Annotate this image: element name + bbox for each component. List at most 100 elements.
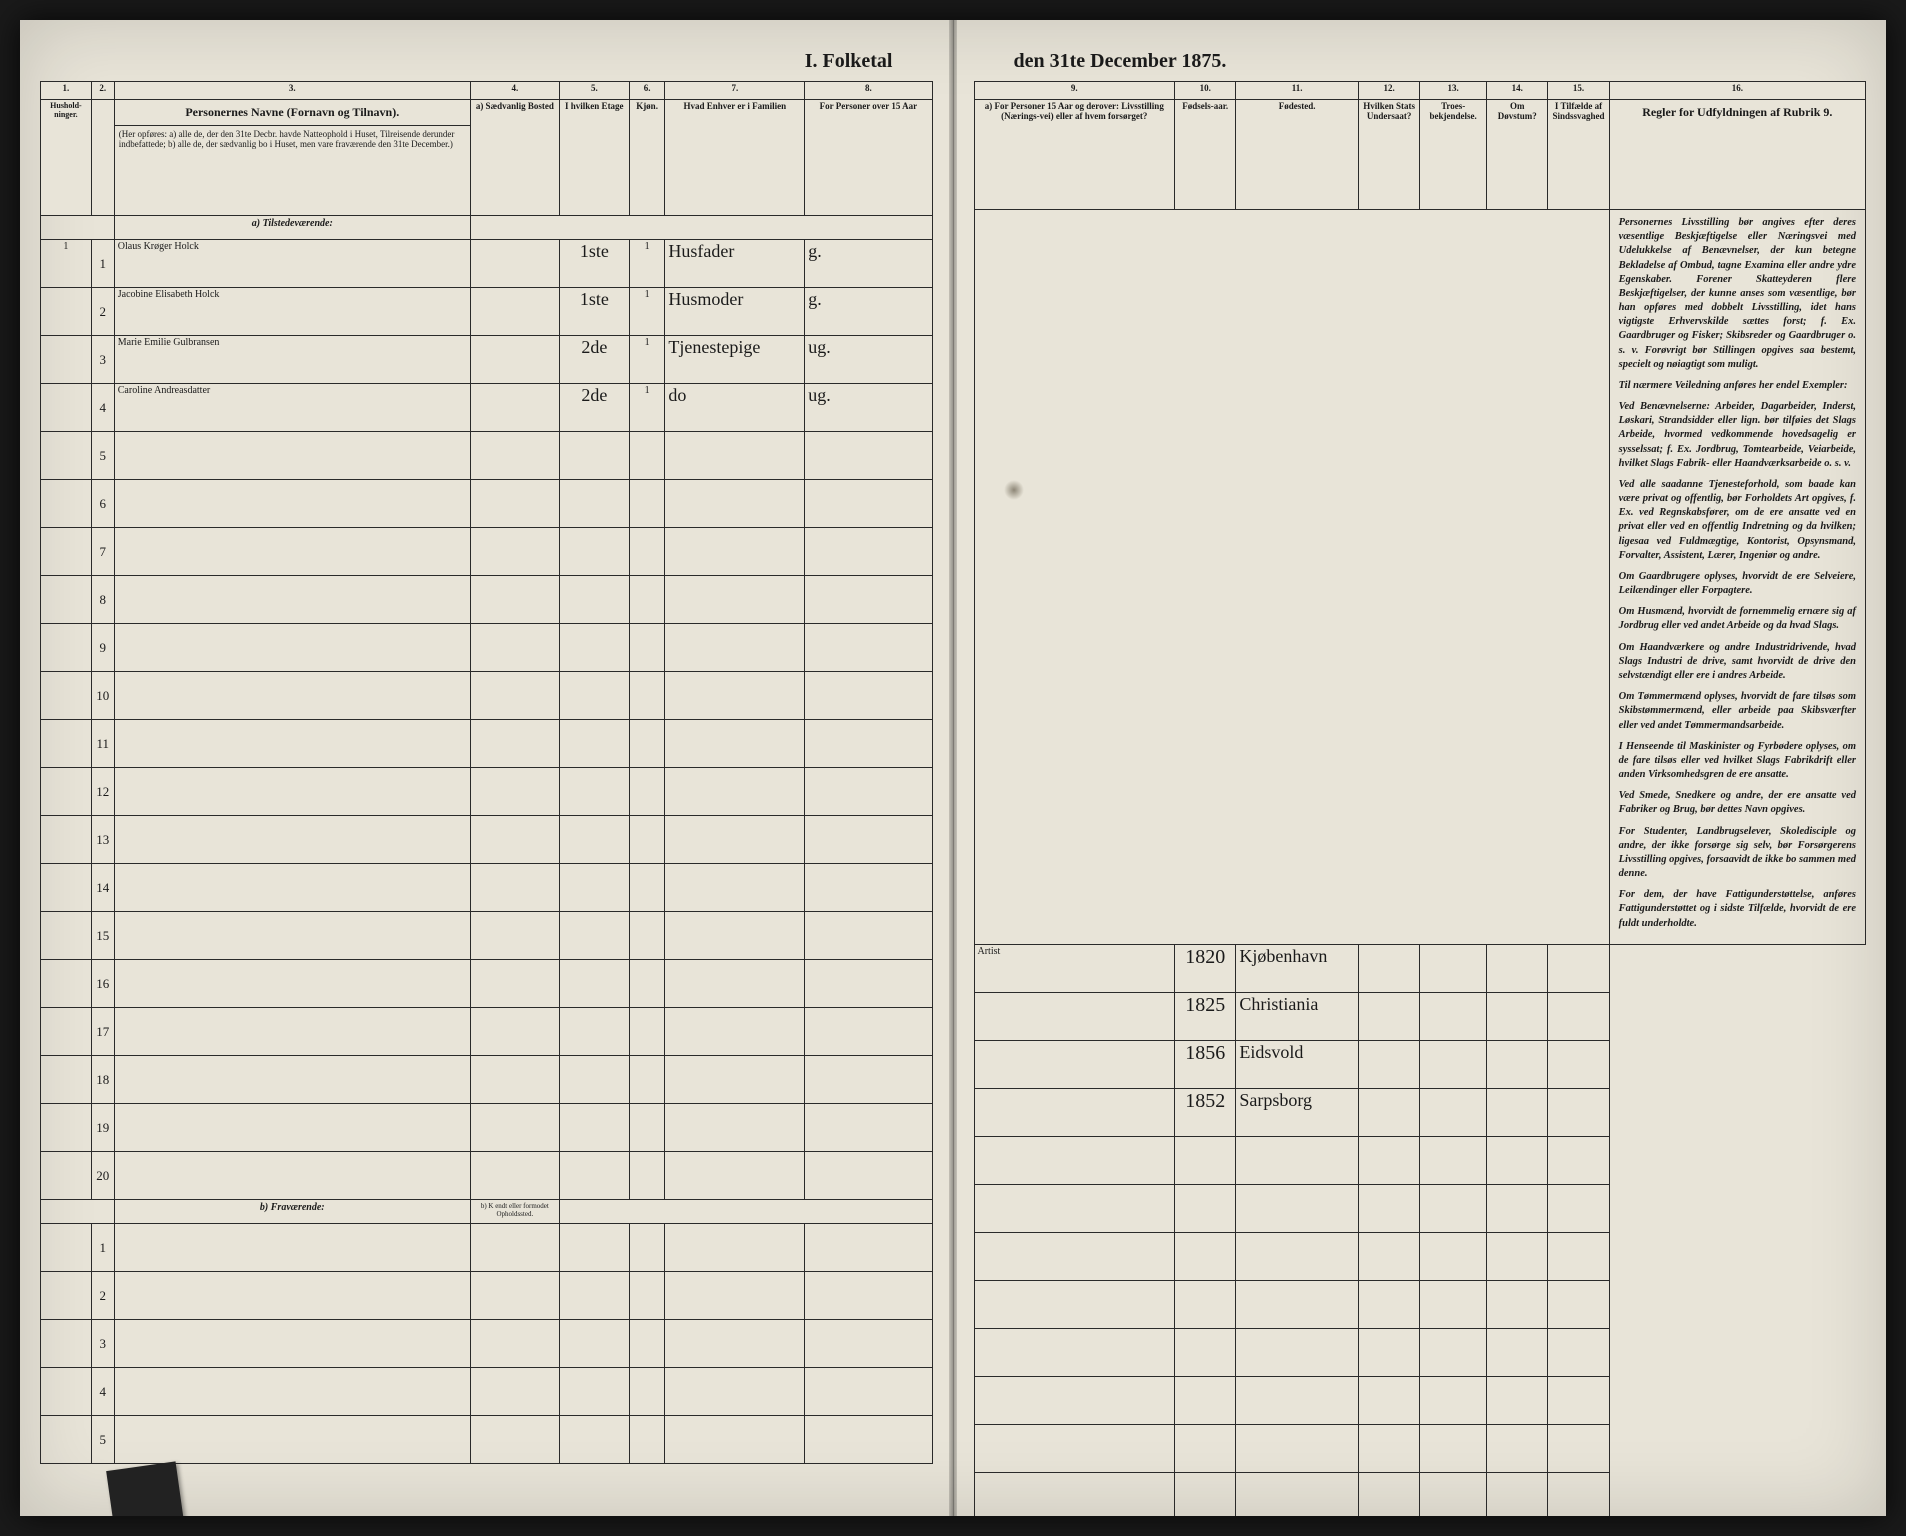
table-row: 12 (41, 768, 933, 816)
section-a-row-r: Personernes Livsstilling bør angives eft… (974, 210, 1866, 945)
col-header-10: Fødsels-aar. (1175, 100, 1236, 210)
birthplace: Eidsvold (1236, 1040, 1359, 1088)
marital-status: g. (805, 240, 932, 288)
census-table-right: 9. 10. 11. 12. 13. 14. 15. 16. a) For Pe… (974, 81, 1867, 1516)
etage: 1ste (559, 240, 629, 288)
table-row (974, 1184, 1866, 1232)
person-name: Olaus Krøger Holck (114, 240, 470, 288)
col-header-15: I Tilfælde af Sindssvaghed (1548, 100, 1609, 210)
table-row: 2Jacobine Elisabeth Holck1ste1Husmoderg. (41, 288, 933, 336)
row-number: 5 (91, 432, 114, 480)
table-row: 7 (41, 528, 933, 576)
col-header-1: Hushold-ninger. (41, 100, 92, 216)
birth-year: 1820 (1175, 944, 1236, 992)
colnum-16: 16. (1609, 82, 1865, 100)
table-row: 5 (41, 1416, 933, 1464)
row-number: 7 (91, 528, 114, 576)
etage: 2de (559, 384, 629, 432)
colnum-5: 5. (559, 82, 629, 100)
colnum-3: 3. (114, 82, 470, 100)
household-number (41, 384, 92, 432)
table-row: 4Caroline Andreasdatter2de1doug. (41, 384, 933, 432)
residence (470, 240, 559, 288)
section-b-row: b) Fraværende: b) K endt eller formodet … (41, 1200, 933, 1224)
table-row: Artist1820Kjøbenhavn (974, 944, 1866, 992)
occupation (974, 1088, 1175, 1136)
colnum-9: 9. (974, 82, 1175, 100)
etage: 1ste (559, 288, 629, 336)
colnum-4: 4. (470, 82, 559, 100)
table-row (974, 1232, 1866, 1280)
table-row: 1852Sarpsborg (974, 1088, 1866, 1136)
table-row: 16 (41, 960, 933, 1008)
column-number-row: 1. 2. 3. 4. 5. 6. 7. 8. (41, 82, 933, 100)
table-row: 3Marie Emilie Gulbransen2de1Tjenestepige… (41, 336, 933, 384)
table-row (974, 1376, 1866, 1424)
table-row: 4 (41, 1368, 933, 1416)
col-header-11: Fødested. (1236, 100, 1359, 210)
birthplace: Kjøbenhavn (1236, 944, 1359, 992)
etage: 2de (559, 336, 629, 384)
row-number: 4 (91, 1368, 114, 1416)
section-b-note: b) K endt eller formodet Opholdssted. (470, 1200, 559, 1224)
marital-status: g. (805, 288, 932, 336)
colnum-8: 8. (805, 82, 932, 100)
table-row: 1 (41, 1224, 933, 1272)
colnum-7: 7. (665, 82, 805, 100)
row-number: 14 (91, 864, 114, 912)
birthplace: Sarpsborg (1236, 1088, 1359, 1136)
instructions-paragraph: For dem, der have Fattigunderstøttelse, … (1619, 888, 1856, 931)
colnum-14: 14. (1487, 82, 1548, 100)
instructions-paragraph: Om Husmænd, hvorvidt de fornemmelig ernæ… (1619, 605, 1856, 633)
birthplace: Christiania (1236, 992, 1359, 1040)
residence (470, 336, 559, 384)
column-number-row-r: 9. 10. 11. 12. 13. 14. 15. 16. (974, 82, 1866, 100)
row-number: 1 (91, 1224, 114, 1272)
table-row: 18 (41, 1056, 933, 1104)
table-row: 20 (41, 1152, 933, 1200)
census-ledger-spread: I. Folketal 1. 2. 3. 4. 5. 6. 7. 8. Hush… (20, 20, 1886, 1516)
table-row (974, 1424, 1866, 1472)
table-row: 1825Christiania (974, 992, 1866, 1040)
census-table-left: 1. 2. 3. 4. 5. 6. 7. 8. Hushold-ninger. … (40, 81, 933, 1464)
row-number: 10 (91, 672, 114, 720)
birth-year: 1852 (1175, 1088, 1236, 1136)
table-row: 5 (41, 432, 933, 480)
right-page: den 31te December 1875. 9. 10. 11. 12. 1… (954, 20, 1887, 1516)
table-row: 10 (41, 672, 933, 720)
colnum-13: 13. (1420, 82, 1487, 100)
instructions-paragraph: Til nærmere Veiledning anføres her endel… (1619, 379, 1856, 393)
person-name: Jacobine Elisabeth Holck (114, 288, 470, 336)
occupation (974, 992, 1175, 1040)
section-a-label: a) Tilstedeværende: (114, 216, 470, 240)
instructions-text: Personernes Livsstilling bør angives eft… (1613, 212, 1862, 942)
table-row: 6 (41, 480, 933, 528)
left-page: I. Folketal 1. 2. 3. 4. 5. 6. 7. 8. Hush… (20, 20, 954, 1516)
section-b-label: b) Fraværende: (114, 1200, 470, 1224)
row-number: 9 (91, 624, 114, 672)
occupation (974, 1040, 1175, 1088)
header-row-r: a) For Personer 15 Aar og derover: Livss… (974, 100, 1866, 210)
colnum-11: 11. (1236, 82, 1359, 100)
birth-year: 1856 (1175, 1040, 1236, 1088)
sex: 1 (629, 240, 665, 288)
col-header-2 (91, 100, 114, 216)
instructions-cell: Personernes Livsstilling bør angives eft… (1609, 210, 1865, 945)
marital-status: ug. (805, 384, 932, 432)
instructions-header: Regler for Udfyldningen af Rubrik 9. (1613, 102, 1862, 123)
instructions-paragraph: Om Gaardbrugere oplyses, hvorvidt de ere… (1619, 570, 1856, 598)
table-row: 2 (41, 1272, 933, 1320)
col-header-13: Troes-bekjendelse. (1420, 100, 1487, 210)
col-header-8: For Personer over 15 Aar (805, 100, 932, 216)
page-title-right: den 31te December 1875. (974, 50, 1867, 81)
instructions-paragraph: Ved Benævnelserne: Arbeider, Dagarbeider… (1619, 400, 1856, 471)
sex: 1 (629, 288, 665, 336)
person-name: Marie Emilie Gulbransen (114, 336, 470, 384)
colnum-6: 6. (629, 82, 665, 100)
row-number: 5 (91, 1416, 114, 1464)
table-row: 14 (41, 864, 933, 912)
table-row: 15 (41, 912, 933, 960)
colnum-1: 1. (41, 82, 92, 100)
table-row: 1856Eidsvold (974, 1040, 1866, 1088)
birth-year: 1825 (1175, 992, 1236, 1040)
